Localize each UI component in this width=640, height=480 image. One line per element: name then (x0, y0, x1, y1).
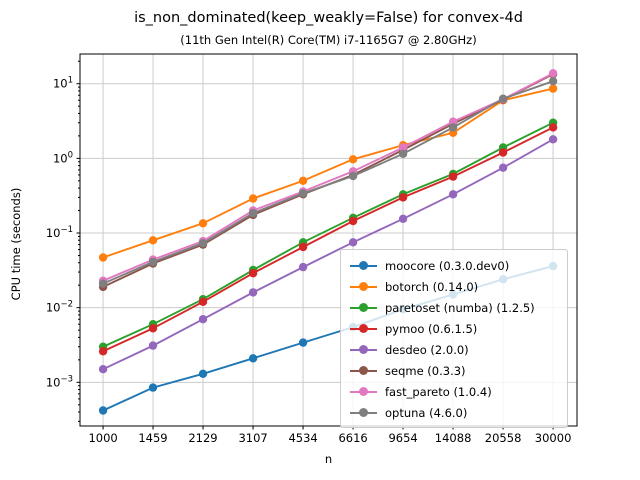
legend-item-label: seqme (0.3.3) (385, 363, 466, 378)
y-tick-labels: 101 100 10−1 10−2 10−3 (46, 76, 73, 390)
legend-marker-icon (350, 345, 377, 355)
svg-text:9654: 9654 (388, 431, 417, 445)
x-tick-labels: 1000 1459 2129 3107 4534 6616 9654 14088 20558 30… (88, 431, 571, 445)
ticks (76, 60, 554, 430)
legend-item-label: fast_pareto (1.0.4) (385, 384, 492, 399)
legend: moocore (0.3.0.dev0) botorch (0.14.0) pare… (340, 249, 568, 428)
legend-item: paretoset (numba) (1.2.5) (350, 297, 559, 318)
x-axis-label: n (324, 452, 333, 466)
svg-text:14088: 14088 (435, 431, 472, 445)
legend-marker-icon (350, 387, 377, 397)
svg-text:2129: 2129 (188, 431, 217, 445)
svg-text:6616: 6616 (338, 431, 367, 445)
chart-title: is_non_dominated(keep_weakly=False) for … (134, 10, 523, 26)
svg-text:1000: 1000 (88, 431, 117, 445)
legend-marker-icon (350, 303, 377, 313)
legend-item-label: pymoo (0.6.1.5) (385, 321, 478, 336)
chart-subtitle: (11th Gen Intel(R) Core(TM) i7-1165G7 @ … (180, 33, 477, 47)
series-1 (98, 84, 558, 262)
legend-item: fast_pareto (1.0.4) (350, 381, 559, 402)
svg-text:10−2: 10−2 (46, 300, 73, 315)
legend-item: optuna (4.6.0) (350, 402, 559, 423)
legend-item-label: botorch (0.14.0) (385, 279, 479, 294)
series-7 (98, 77, 558, 288)
legend-item: moocore (0.3.0.dev0) (350, 255, 559, 276)
legend-item-label: paretoset (numba) (1.2.5) (385, 300, 535, 315)
legend-item-label: moocore (0.3.0.dev0) (385, 258, 510, 273)
series-4 (98, 135, 558, 374)
legend-marker-icon (350, 366, 377, 376)
series-3 (98, 123, 558, 356)
svg-text:101: 101 (53, 76, 73, 91)
svg-text:10−1: 10−1 (46, 225, 73, 240)
legend-item-label: optuna (4.6.0) (385, 405, 468, 420)
legend-marker-icon (350, 408, 377, 418)
svg-text:100: 100 (53, 150, 73, 165)
svg-text:3107: 3107 (238, 431, 267, 445)
legend-item: botorch (0.14.0) (350, 276, 559, 297)
legend-marker-icon (350, 324, 377, 334)
svg-text:1459: 1459 (138, 431, 167, 445)
legend-marker-icon (350, 261, 377, 271)
legend-item: pymoo (0.6.1.5) (350, 318, 559, 339)
svg-text:10−3: 10−3 (46, 374, 73, 389)
svg-text:30000: 30000 (535, 431, 572, 445)
legend-item: seqme (0.3.3) (350, 360, 559, 381)
legend-marker-icon (350, 282, 377, 292)
svg-text:4534: 4534 (288, 431, 317, 445)
legend-item: desdeo (2.0.0) (350, 339, 559, 360)
svg-text:20558: 20558 (485, 431, 522, 445)
legend-item-label: desdeo (2.0.0) (385, 342, 469, 357)
